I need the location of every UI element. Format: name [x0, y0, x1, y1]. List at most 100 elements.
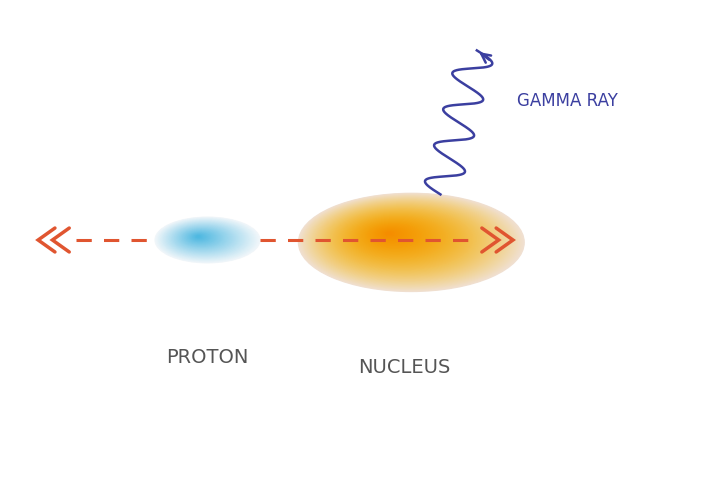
Ellipse shape: [186, 231, 216, 244]
Ellipse shape: [173, 225, 234, 252]
Ellipse shape: [344, 214, 456, 262]
Ellipse shape: [304, 196, 515, 288]
Ellipse shape: [337, 211, 466, 266]
Ellipse shape: [189, 232, 212, 242]
Ellipse shape: [169, 224, 240, 254]
Ellipse shape: [359, 220, 433, 252]
Ellipse shape: [357, 219, 437, 254]
Ellipse shape: [162, 220, 250, 258]
Ellipse shape: [326, 205, 483, 274]
Ellipse shape: [179, 228, 225, 248]
Ellipse shape: [336, 210, 467, 267]
Ellipse shape: [314, 201, 500, 281]
Ellipse shape: [319, 203, 494, 278]
Ellipse shape: [333, 209, 472, 269]
Ellipse shape: [176, 227, 229, 250]
Ellipse shape: [196, 236, 201, 238]
Ellipse shape: [332, 208, 475, 270]
Ellipse shape: [167, 222, 243, 256]
Ellipse shape: [168, 223, 241, 255]
Ellipse shape: [342, 213, 459, 264]
Ellipse shape: [385, 232, 394, 236]
Ellipse shape: [181, 229, 222, 247]
Ellipse shape: [379, 229, 403, 240]
Ellipse shape: [325, 205, 485, 275]
Ellipse shape: [320, 203, 491, 277]
Ellipse shape: [160, 219, 253, 260]
Ellipse shape: [323, 204, 488, 276]
Ellipse shape: [195, 235, 202, 239]
Ellipse shape: [175, 227, 231, 251]
Ellipse shape: [181, 228, 223, 247]
Ellipse shape: [383, 231, 397, 237]
Ellipse shape: [182, 229, 221, 246]
Ellipse shape: [163, 221, 248, 258]
Ellipse shape: [173, 226, 234, 252]
Ellipse shape: [164, 221, 248, 257]
Ellipse shape: [387, 232, 392, 235]
Ellipse shape: [157, 218, 258, 262]
Ellipse shape: [345, 214, 454, 262]
Ellipse shape: [178, 228, 227, 249]
Ellipse shape: [170, 224, 239, 254]
Ellipse shape: [178, 228, 226, 249]
Ellipse shape: [343, 213, 457, 263]
Ellipse shape: [367, 224, 422, 248]
Ellipse shape: [157, 218, 257, 262]
Ellipse shape: [300, 194, 523, 291]
Ellipse shape: [197, 236, 200, 238]
Ellipse shape: [329, 207, 478, 272]
Ellipse shape: [186, 231, 215, 244]
Ellipse shape: [382, 230, 399, 238]
Ellipse shape: [166, 222, 244, 256]
Ellipse shape: [188, 232, 213, 243]
Ellipse shape: [194, 235, 203, 239]
Ellipse shape: [352, 217, 443, 257]
Ellipse shape: [347, 215, 451, 260]
Ellipse shape: [170, 224, 238, 253]
Ellipse shape: [360, 221, 432, 252]
Ellipse shape: [353, 218, 442, 256]
Ellipse shape: [366, 223, 423, 248]
Ellipse shape: [194, 235, 205, 239]
Ellipse shape: [309, 198, 509, 285]
Ellipse shape: [189, 233, 210, 242]
Ellipse shape: [159, 219, 253, 260]
Ellipse shape: [318, 202, 495, 279]
Ellipse shape: [191, 233, 208, 241]
Ellipse shape: [371, 226, 416, 245]
Ellipse shape: [376, 228, 408, 241]
Ellipse shape: [184, 230, 218, 245]
Ellipse shape: [302, 195, 519, 289]
Ellipse shape: [306, 197, 513, 287]
Ellipse shape: [328, 206, 480, 273]
Ellipse shape: [355, 218, 440, 255]
Ellipse shape: [183, 230, 219, 245]
Ellipse shape: [334, 209, 471, 269]
Ellipse shape: [355, 219, 438, 255]
Ellipse shape: [162, 220, 250, 259]
Ellipse shape: [361, 221, 430, 251]
Ellipse shape: [368, 225, 419, 247]
Ellipse shape: [331, 208, 476, 271]
Ellipse shape: [171, 225, 237, 253]
Ellipse shape: [321, 204, 490, 277]
Ellipse shape: [159, 219, 255, 261]
Ellipse shape: [381, 230, 400, 239]
Ellipse shape: [340, 212, 462, 265]
Ellipse shape: [193, 234, 205, 240]
Ellipse shape: [363, 222, 427, 250]
Ellipse shape: [341, 212, 461, 264]
Ellipse shape: [185, 231, 217, 245]
Text: NUCLEUS: NUCLEUS: [358, 358, 450, 377]
Ellipse shape: [192, 234, 207, 240]
Ellipse shape: [155, 217, 260, 263]
Ellipse shape: [375, 228, 409, 242]
Ellipse shape: [161, 220, 251, 259]
Ellipse shape: [310, 198, 507, 284]
Ellipse shape: [183, 230, 220, 246]
Ellipse shape: [174, 226, 233, 251]
Ellipse shape: [317, 202, 496, 280]
Ellipse shape: [374, 227, 411, 243]
Ellipse shape: [351, 217, 446, 258]
